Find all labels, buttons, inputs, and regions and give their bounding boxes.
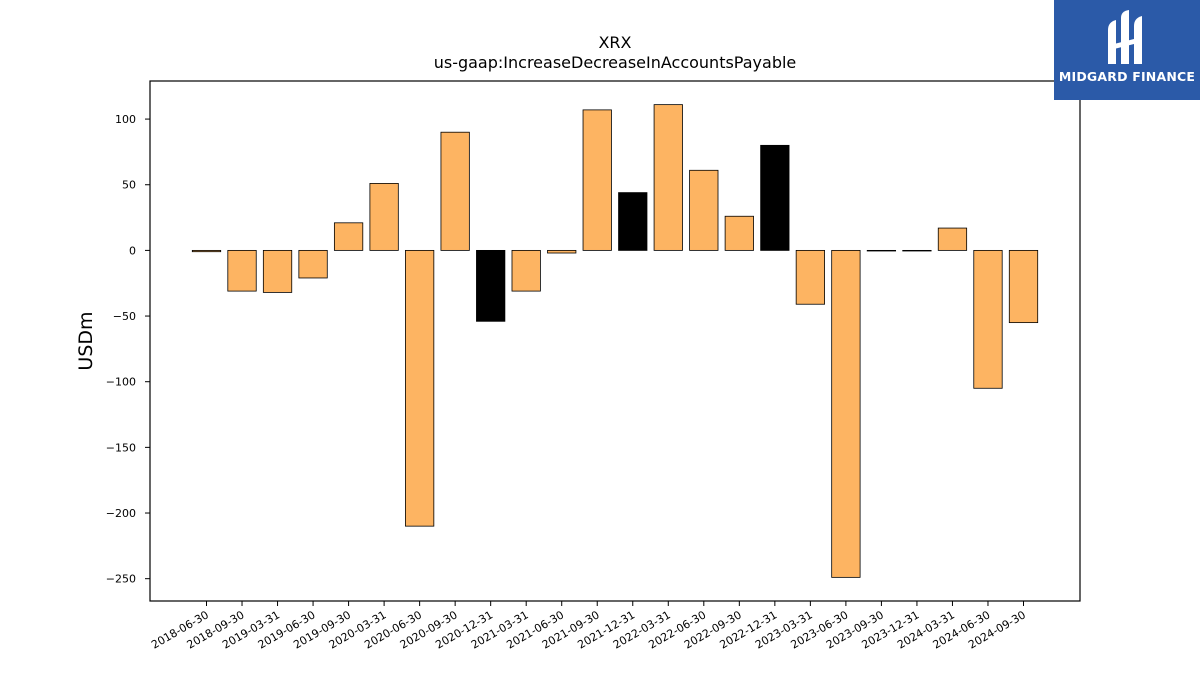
y-tick-label: −200 — [106, 507, 136, 520]
y-tick-label: 50 — [122, 179, 136, 192]
y-tick-label: 0 — [129, 244, 136, 257]
bar-2024-03-31 — [937, 227, 968, 251]
bar-2021-03-31 — [511, 249, 541, 292]
bar-2024-06-30 — [973, 249, 1003, 389]
y-tick-label: −100 — [106, 376, 136, 389]
bar-2019-03-31 — [262, 249, 293, 293]
chart-subtitle: us-gaap:IncreaseDecreaseInAccountsPayabl… — [434, 53, 797, 72]
bar-2022-12-31 — [760, 144, 790, 251]
bar-2018-09-30 — [227, 249, 257, 292]
bar-2020-12-31 — [476, 249, 506, 322]
y-axis-label: USDm — [75, 311, 97, 370]
y-axis: 100 50 0 −50 −100 −150 −200 −250 — [106, 113, 150, 586]
bar-2023-03-31 — [795, 249, 825, 305]
logo-text: MIDGARD FINANCE — [1058, 69, 1196, 84]
bar-2023-09-30 — [866, 249, 897, 252]
y-tick-label: −150 — [106, 441, 136, 454]
bar-2020-06-30 — [405, 249, 435, 527]
plot-frame — [149, 80, 1081, 602]
bar-2020-03-31 — [369, 183, 399, 251]
bar-2022-09-30 — [724, 215, 754, 251]
bar-2021-12-31 — [618, 192, 648, 251]
midgard-logo-icon — [1108, 10, 1142, 64]
bar-2023-06-30 — [831, 249, 861, 578]
midgard-finance-logo: MIDGARD FINANCE — [1054, 0, 1200, 100]
x-axis: 2018-06-302018-09-302019-03-312019-06-30… — [149, 601, 1028, 652]
bar-2024-09-30 — [1008, 249, 1039, 324]
y-tick-label: −250 — [106, 573, 136, 586]
y-tick-label: −50 — [113, 310, 136, 323]
bar-2022-06-30 — [689, 169, 719, 251]
bar-2023-12-31 — [902, 249, 932, 252]
bar-2020-09-30 — [440, 131, 470, 251]
bar-2022-03-31 — [653, 104, 683, 251]
bars — [191, 104, 1039, 578]
bar-2019-06-30 — [298, 249, 328, 279]
bar-2019-09-30 — [333, 222, 364, 251]
chart-title: XRX — [598, 33, 631, 52]
bar-2021-06-30 — [547, 249, 577, 254]
y-tick-label: 100 — [115, 113, 136, 126]
bar-2021-09-30 — [582, 109, 612, 251]
bar-2018-06-30 — [191, 249, 222, 253]
